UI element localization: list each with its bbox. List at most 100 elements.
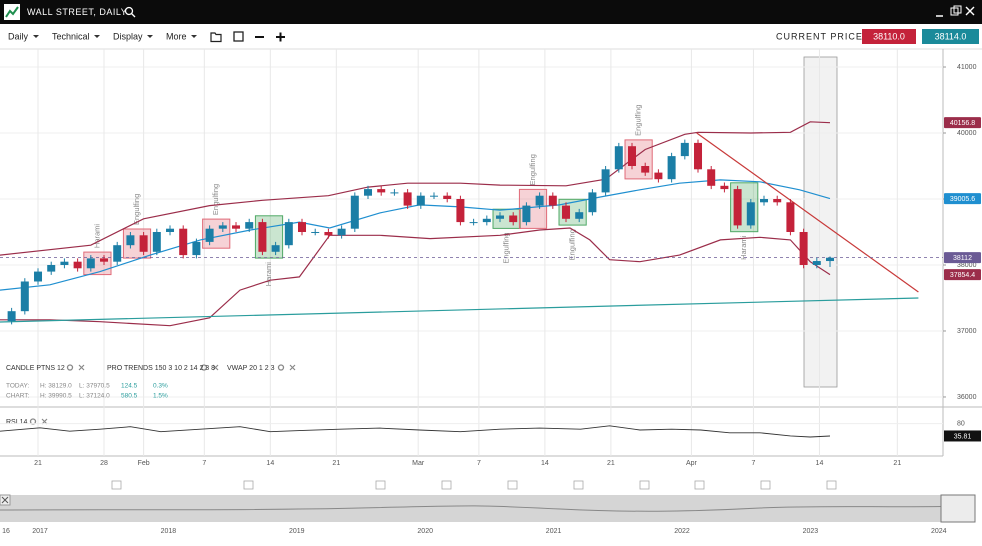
x-tick-label: 21 — [332, 460, 340, 467]
stat-percent: 1.5% — [153, 393, 168, 400]
candle-body — [139, 235, 148, 252]
navigator-year: 2024 — [931, 528, 947, 535]
candle-body — [205, 228, 214, 242]
candle-body — [535, 195, 544, 206]
x-tick-label: 28 — [100, 460, 108, 467]
x-tick-label: 14 — [541, 460, 549, 467]
candle-body — [298, 222, 307, 232]
rsi-label: RSI 14 — [6, 419, 28, 426]
candle-body — [284, 222, 293, 246]
candle-body — [113, 245, 122, 262]
y-tick-label: 38000 — [957, 262, 977, 269]
candle-body — [628, 146, 637, 167]
close-button[interactable] — [965, 6, 975, 16]
menu-caret — [191, 35, 197, 38]
navigator-line — [0, 505, 976, 512]
x-tick-label: 7 — [751, 460, 755, 467]
x-tick-label: 21 — [607, 460, 615, 467]
candle-body — [773, 198, 782, 203]
candle-body — [60, 261, 69, 265]
price-tag-label: 37854.4 — [950, 272, 975, 279]
menu-display[interactable]: Display — [113, 31, 143, 41]
navigator-year: 2018 — [161, 528, 177, 535]
pattern-label: Engulfing — [132, 194, 141, 225]
ask-price: 38114.0 — [935, 31, 967, 41]
price-tag — [944, 117, 981, 129]
indicator-line — [696, 132, 919, 293]
pattern-label: Harami — [739, 235, 748, 260]
zoom-in-button[interactable] — [276, 32, 285, 42]
pattern-label: Harami — [264, 262, 273, 287]
candle-body — [799, 231, 808, 265]
navigator-year: 2020 — [417, 528, 433, 535]
legend-vwap[interactable]: VWAP 20 1 2 3 — [227, 365, 275, 372]
price-tag-label: 40156.8 — [950, 120, 975, 127]
candle-body — [324, 231, 333, 236]
navigator-year: 2023 — [803, 528, 819, 535]
candle-body — [707, 169, 716, 186]
stat-change: 580.5 — [121, 393, 138, 400]
pattern-label: Engulfing — [502, 232, 511, 263]
navigator-year: 2017 — [32, 528, 48, 535]
stat-change: 124.5 — [121, 383, 138, 390]
candle-body — [667, 156, 676, 180]
candle-body — [456, 198, 465, 223]
menu-daily[interactable]: Daily — [8, 31, 29, 41]
navigator-window[interactable] — [940, 494, 976, 523]
candle-body — [166, 228, 175, 232]
pattern-label: Engulfing — [568, 229, 577, 260]
candle-body — [271, 245, 280, 252]
candle-body — [496, 215, 505, 219]
price-tag-label: 38112 — [953, 255, 972, 262]
plot: Harami Engulfing Engulfing Harami Engulfing E… — [0, 49, 943, 456]
stat-percent: 0.3% — [153, 383, 168, 390]
navigator-year: 2022 — [674, 528, 690, 535]
candle-body — [311, 231, 320, 233]
indicator-line — [0, 227, 831, 327]
open-button[interactable] — [210, 32, 222, 43]
search-button[interactable] — [124, 6, 136, 18]
candle-body — [522, 205, 531, 223]
stat-label: TODAY: — [6, 383, 29, 390]
y-tick-label: 37000 — [957, 328, 977, 335]
candle-body — [86, 258, 95, 269]
candle-body — [548, 195, 557, 206]
bid-box[interactable] — [862, 29, 916, 44]
candle-body — [34, 271, 43, 282]
legend-candle-ptns[interactable]: CANDLE PTNS 12 — [6, 365, 65, 372]
x-tick-label: Apr — [686, 460, 698, 467]
navigator[interactable] — [0, 495, 975, 522]
stat-low: L: 37970.5 — [79, 383, 110, 390]
save-button[interactable] — [233, 31, 244, 42]
candle-body — [218, 225, 227, 229]
legend-pro-trends[interactable]: PRO TRENDS 150 3 10 2 14 2 3 8 — [107, 365, 215, 372]
y-tick-label: 80 — [957, 420, 965, 427]
header-bar — [0, 0, 982, 24]
navigator-close[interactable] — [1, 496, 9, 504]
indicator-line — [0, 121, 831, 256]
pattern-label: Engulfing — [528, 154, 537, 185]
y-tick-label: 40000 — [957, 130, 977, 137]
restore-button[interactable] — [950, 5, 962, 16]
stat-high: H: 38129.0 — [40, 383, 72, 390]
pattern-label: Harami — [92, 224, 101, 249]
stat-high: H: 39990.5 — [40, 393, 72, 400]
pattern-label: Engulfing — [211, 184, 220, 215]
x-tick-label: 7 — [477, 460, 481, 467]
menu-caret — [147, 35, 153, 38]
candle-body — [377, 189, 386, 193]
candle-body — [403, 192, 412, 206]
candle-body — [416, 195, 425, 206]
candle-body — [641, 166, 650, 173]
candle-body — [73, 261, 82, 269]
candle-body — [232, 225, 241, 229]
pattern-label: Engulfing — [634, 105, 643, 136]
menu-more[interactable]: More — [166, 31, 187, 41]
price-tag-label: 39005.6 — [950, 196, 975, 203]
x-tick-label: Feb — [138, 460, 150, 467]
menu-technical[interactable]: Technical — [52, 31, 90, 41]
candle-body — [720, 185, 729, 190]
ask-box[interactable] — [922, 29, 979, 44]
